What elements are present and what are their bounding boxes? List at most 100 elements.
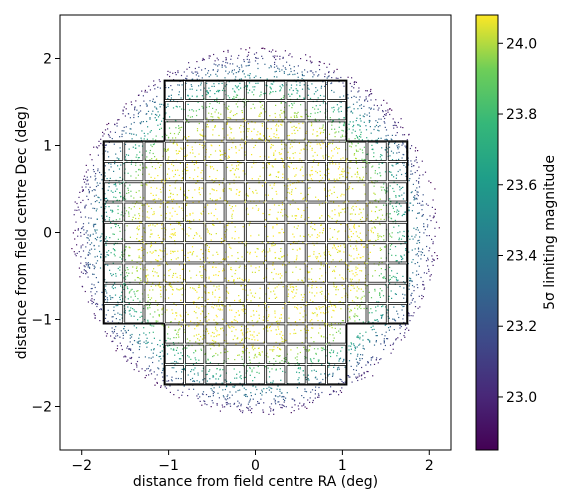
data-point: [238, 164, 240, 166]
data-point: [193, 335, 195, 337]
data-point: [95, 262, 97, 264]
data-point: [137, 342, 139, 344]
data-point: [335, 289, 337, 291]
data-point: [313, 244, 315, 246]
data-point: [225, 386, 228, 388]
data-point: [222, 305, 224, 307]
data-point: [81, 190, 84, 192]
data-point: [311, 147, 313, 149]
data-point: [247, 128, 249, 130]
data-point: [281, 124, 283, 126]
data-point: [247, 251, 249, 253]
data-point: [337, 77, 339, 79]
data-point: [314, 151, 316, 154]
data-point: [140, 110, 142, 112]
data-point: [409, 238, 411, 240]
data-point: [348, 304, 350, 306]
data-point: [210, 113, 213, 115]
data-point: [253, 89, 255, 91]
data-point: [392, 342, 395, 344]
data-point: [315, 71, 317, 73]
data-point: [264, 63, 266, 65]
data-point: [217, 112, 220, 114]
data-point: [362, 321, 364, 323]
data-point: [183, 385, 185, 387]
data-point: [353, 224, 356, 226]
data-point: [343, 170, 345, 172]
data-point: [325, 195, 327, 197]
data-point: [364, 161, 366, 163]
data-point: [320, 131, 322, 133]
data-point: [294, 175, 296, 177]
data-point: [143, 281, 146, 283]
data-point: [293, 70, 295, 72]
data-point: [208, 55, 210, 57]
data-point: [130, 175, 132, 177]
data-point: [329, 142, 331, 144]
data-point: [315, 256, 317, 258]
data-point: [351, 143, 353, 145]
data-point: [320, 255, 322, 257]
data-point: [379, 296, 381, 298]
data-point: [201, 338, 204, 340]
data-point: [112, 316, 114, 318]
data-point: [207, 298, 209, 300]
data-point: [321, 275, 323, 277]
data-point: [215, 178, 217, 180]
data-point: [379, 358, 381, 361]
data-point: [145, 183, 147, 185]
data-point: [370, 364, 372, 366]
data-point: [181, 394, 183, 396]
data-point: [246, 84, 249, 87]
data-point: [295, 215, 298, 217]
data-point: [154, 88, 156, 90]
data-point: [129, 309, 131, 311]
data-point: [211, 339, 214, 341]
data-point: [227, 292, 230, 294]
data-point: [80, 235, 82, 237]
data-point: [244, 173, 246, 175]
data-point: [297, 65, 299, 67]
data-point: [233, 326, 235, 328]
data-point: [282, 215, 284, 217]
data-point: [305, 54, 307, 56]
data-point: [214, 93, 216, 95]
data-point: [315, 353, 317, 355]
data-point: [138, 257, 140, 259]
data-point: [135, 327, 138, 329]
data-point: [361, 374, 363, 376]
data-point: [356, 171, 358, 174]
data-point: [178, 323, 180, 325]
data-point: [139, 264, 141, 266]
data-point: [375, 199, 377, 201]
data-point: [418, 239, 420, 241]
data-point: [337, 289, 339, 291]
data-point: [141, 368, 143, 370]
data-point: [348, 360, 351, 362]
data-point: [222, 258, 224, 260]
data-point: [100, 240, 102, 242]
data-point: [347, 94, 349, 96]
data-point: [244, 201, 246, 203]
data-point: [240, 162, 242, 164]
data-point: [189, 251, 192, 253]
data-point: [324, 304, 326, 306]
data-point: [302, 148, 305, 150]
data-point: [173, 133, 176, 135]
data-point: [328, 306, 330, 308]
data-point: [274, 293, 276, 295]
data-point: [335, 146, 337, 148]
data-point: [354, 138, 356, 140]
data-point: [382, 186, 384, 188]
data-point: [154, 177, 156, 179]
data-point: [358, 373, 360, 375]
data-point: [154, 384, 156, 386]
data-point: [170, 348, 172, 350]
data-point: [173, 349, 175, 351]
data-point: [214, 126, 216, 128]
data-point: [193, 288, 195, 290]
data-point: [408, 251, 410, 253]
data-point: [272, 382, 274, 384]
data-point: [152, 152, 154, 155]
data-point: [187, 115, 189, 117]
